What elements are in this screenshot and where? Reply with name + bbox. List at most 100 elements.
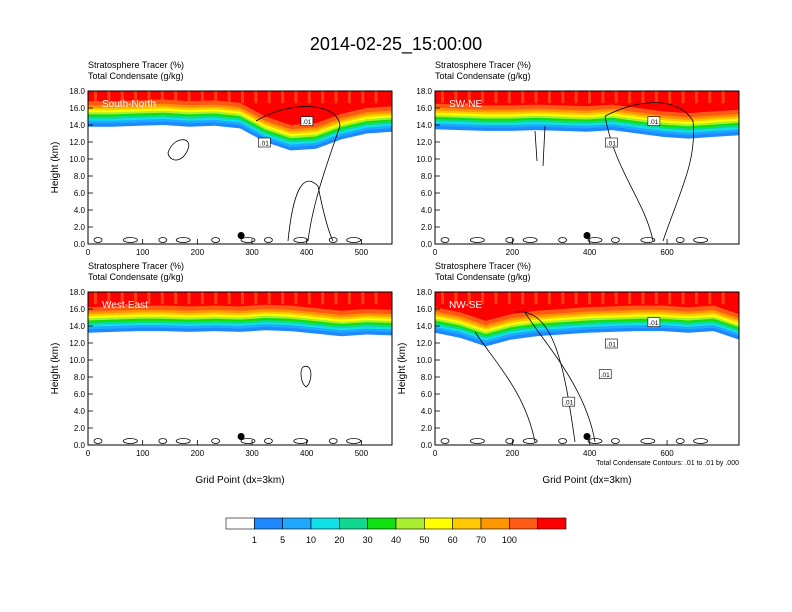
condensate-contour bbox=[640, 237, 656, 243]
tracer-streak bbox=[267, 91, 271, 104]
panel-label: SW-NE bbox=[449, 99, 482, 110]
tracer-streak bbox=[281, 292, 285, 305]
panel-2: Stratosphere Tracer (%)Total Condensate … bbox=[416, 60, 740, 257]
tracer-streak bbox=[654, 292, 658, 305]
y-tick-label: 16.0 bbox=[416, 305, 432, 314]
colorbar-box bbox=[367, 517, 397, 530]
tracer-streak bbox=[187, 91, 191, 104]
y-tick-label: 10.0 bbox=[69, 155, 85, 164]
colorbar-box bbox=[509, 517, 538, 530]
tracer-level-band bbox=[435, 91, 739, 114]
contour-label: .01 bbox=[607, 342, 616, 349]
tracer-streak bbox=[668, 292, 672, 305]
colorbar-label: 20 bbox=[334, 535, 344, 545]
condensate-contour bbox=[693, 237, 708, 243]
tracer-streak bbox=[681, 292, 685, 305]
tracer-streak bbox=[574, 292, 578, 305]
y-axis-label: Height (km) bbox=[50, 142, 61, 194]
contour-label-box bbox=[258, 137, 271, 148]
location-marker bbox=[583, 232, 591, 239]
colorbar-box bbox=[254, 517, 283, 530]
tracer-field bbox=[88, 91, 392, 244]
condensate-contour bbox=[300, 365, 312, 388]
x-tick-label: 300 bbox=[245, 248, 259, 257]
condensate-contour bbox=[604, 102, 694, 242]
panel-header-condensate: Total Condensate (g/kg) bbox=[88, 71, 184, 81]
tracer-streak bbox=[321, 292, 325, 305]
y-tick-label: 16.0 bbox=[69, 305, 85, 314]
panel-label: NW-SE bbox=[449, 300, 482, 311]
x-tick-label: 400 bbox=[583, 248, 597, 257]
y-tick-label: 4.0 bbox=[74, 206, 86, 215]
tracer-streak bbox=[494, 292, 498, 305]
tracer-streak bbox=[307, 292, 311, 305]
tracer-streak bbox=[254, 292, 258, 305]
tracer-streak bbox=[107, 292, 111, 305]
x-tick-label: 200 bbox=[506, 449, 520, 458]
x-tick-label: 300 bbox=[245, 449, 259, 458]
tracer-streak bbox=[361, 292, 365, 305]
tracer-streak bbox=[708, 292, 712, 305]
y-tick-label: 12.0 bbox=[69, 339, 85, 348]
colorbar-label: 70 bbox=[476, 535, 486, 545]
tracer-streak bbox=[200, 292, 204, 305]
y-tick-label: 12.0 bbox=[69, 138, 85, 147]
tracer-streak bbox=[614, 292, 618, 305]
condensate-contour bbox=[211, 237, 221, 243]
condensate-contour bbox=[93, 438, 103, 444]
tracer-streak bbox=[547, 91, 551, 104]
condensate-contour bbox=[505, 438, 515, 444]
tracer-streak bbox=[467, 292, 471, 305]
condensate-contour bbox=[587, 438, 603, 444]
contour-label: .01 bbox=[649, 119, 658, 126]
tracer-streak bbox=[507, 91, 511, 104]
y-tick-label: 2.0 bbox=[421, 424, 433, 433]
tracer-streak bbox=[120, 91, 124, 104]
y-tick-label: 10.0 bbox=[416, 356, 432, 365]
colorbar-box bbox=[395, 517, 425, 530]
y-tick-label: 10.0 bbox=[416, 155, 432, 164]
tracer-streak bbox=[347, 91, 351, 104]
tracer-streak bbox=[321, 91, 325, 104]
y-tick-label: 18.0 bbox=[69, 87, 85, 96]
tracer-streak bbox=[441, 91, 444, 104]
colorbar-box bbox=[537, 517, 567, 530]
x-tick-label: 400 bbox=[583, 449, 597, 458]
condensate-contour bbox=[93, 237, 103, 243]
y-tick-label: 6.0 bbox=[421, 390, 433, 399]
panel-header-condensate: Total Condensate (g/kg) bbox=[435, 272, 531, 282]
tracer-streak bbox=[588, 292, 591, 305]
condensate-contour bbox=[263, 438, 273, 444]
panel-4: Stratosphere Tracer (%)Total Condensate … bbox=[397, 261, 740, 486]
panel-label: West-East bbox=[102, 300, 148, 311]
tracer-streak bbox=[374, 292, 378, 305]
contour-label-box bbox=[605, 137, 618, 148]
tracer-streak bbox=[521, 91, 525, 104]
contour-label: .01 bbox=[601, 372, 610, 379]
y-tick-label: 16.0 bbox=[416, 104, 432, 113]
y-tick-label: 10.0 bbox=[69, 356, 85, 365]
y-tick-label: 4.0 bbox=[74, 407, 86, 416]
tracer-streak bbox=[200, 91, 204, 104]
condensate-contour bbox=[587, 237, 603, 243]
location-marker bbox=[583, 433, 591, 440]
location-marker bbox=[237, 232, 245, 239]
tracer-streak bbox=[628, 91, 632, 104]
tracer-streak bbox=[534, 91, 538, 104]
tracer-streak bbox=[307, 91, 311, 104]
tracer-streak bbox=[147, 292, 151, 305]
colorbar-box bbox=[480, 517, 510, 530]
tracer-streak bbox=[574, 91, 578, 104]
tracer-field bbox=[435, 292, 739, 445]
condensate-contour bbox=[611, 438, 620, 444]
x-tick-label: 200 bbox=[191, 248, 205, 257]
tracer-streak bbox=[601, 292, 605, 305]
x-tick-label: 600 bbox=[660, 449, 674, 458]
panel-header-condensate: Total Condensate (g/kg) bbox=[88, 272, 184, 282]
x-tick-label: 500 bbox=[355, 248, 369, 257]
tracer-streak bbox=[267, 292, 271, 305]
condensate-contour bbox=[211, 438, 221, 444]
tracer-streak bbox=[694, 292, 698, 305]
tracer-streak bbox=[721, 292, 725, 305]
y-tick-label: 6.0 bbox=[74, 189, 86, 198]
